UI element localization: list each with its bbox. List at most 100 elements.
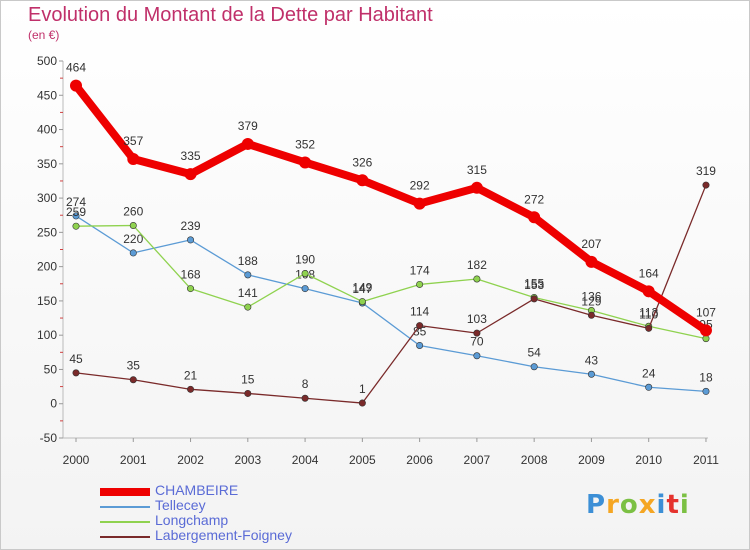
data-point	[645, 324, 653, 332]
data-point	[187, 236, 195, 244]
brand-letter: o	[619, 490, 639, 520]
y-tick-label: 100	[37, 328, 57, 342]
data-point	[645, 383, 653, 391]
data-point	[187, 285, 195, 293]
data-point	[585, 255, 598, 268]
data-label: 182	[467, 258, 487, 272]
legend-swatch	[100, 520, 150, 523]
data-label: 15	[241, 372, 255, 386]
data-label: 149	[352, 281, 372, 295]
data-point	[72, 369, 80, 377]
data-label: 155	[524, 276, 544, 290]
data-point	[244, 389, 252, 397]
series-line	[75, 224, 707, 340]
x-tick-label: 2006	[406, 453, 433, 467]
legend-label: Tellecey	[155, 497, 206, 513]
data-point	[416, 280, 424, 288]
y-tick-label: -50	[40, 431, 58, 445]
x-tick-label: 2003	[234, 453, 261, 467]
data-label: 18	[699, 370, 713, 384]
series-line	[72, 83, 709, 334]
data-label: 352	[295, 137, 315, 151]
brand-letter: P	[586, 490, 607, 520]
y-tick-label: 500	[37, 54, 57, 68]
data-point	[72, 222, 80, 230]
data-label: 315	[467, 163, 487, 177]
x-tick-label: 2004	[292, 453, 319, 467]
data-label: 153	[524, 278, 544, 292]
y-tick-label: 400	[37, 123, 57, 137]
data-label: 8	[302, 377, 309, 391]
y-tick-label: 450	[37, 88, 57, 102]
data-point	[642, 285, 655, 298]
data-point	[530, 363, 538, 371]
data-label: 168	[181, 268, 201, 282]
data-point	[129, 249, 137, 257]
data-label: 319	[696, 164, 716, 178]
series-longchamp: 25926016814119014917418215513611395	[66, 205, 713, 343]
y-tick-label: 150	[37, 294, 57, 308]
data-label: 292	[410, 179, 430, 193]
data-label: 207	[581, 237, 601, 251]
data-label: 272	[524, 192, 544, 206]
y-tick-label: 0	[50, 397, 57, 411]
y-tick-label: 250	[37, 225, 57, 239]
data-point	[301, 285, 309, 293]
legend-swatch	[100, 505, 150, 508]
data-label: 190	[295, 252, 315, 266]
data-label: 107	[696, 305, 716, 319]
y-tick-label: 50	[44, 362, 58, 376]
data-label: 24	[642, 366, 656, 380]
data-point	[187, 385, 195, 393]
series-line	[75, 215, 707, 393]
x-tick-label: 2008	[521, 453, 548, 467]
x-tick-label: 2002	[177, 453, 204, 467]
data-label: 43	[585, 353, 599, 367]
data-point	[416, 341, 424, 349]
legend-label: Labergement-Foigney	[155, 527, 292, 543]
data-point	[127, 153, 140, 166]
data-label: 114	[410, 305, 429, 319]
data-point	[358, 298, 366, 306]
brand-letter: t	[666, 490, 680, 520]
data-label: 35	[127, 359, 141, 373]
data-point	[72, 212, 80, 220]
data-point	[241, 137, 254, 150]
brand-letter: x	[638, 490, 657, 520]
data-label: 274	[66, 195, 86, 209]
data-label: 70	[470, 335, 484, 349]
data-label: 164	[639, 266, 659, 280]
data-point	[473, 275, 481, 283]
series-labergement-foigney: 45 35 21 15 8 1 114 103 153 129 110 319	[69, 164, 716, 407]
brand-letter: i	[679, 490, 690, 520]
brand-letter: i	[656, 490, 667, 520]
data-label: 21	[184, 368, 198, 382]
legend-label: Longchamp	[155, 512, 229, 528]
data-label: 379	[238, 119, 258, 133]
y-tick-label: 350	[37, 157, 57, 171]
data-label: 141	[238, 286, 258, 300]
data-point	[301, 269, 309, 277]
data-point	[244, 303, 252, 311]
x-tick-label: 2000	[63, 453, 90, 467]
data-point	[129, 376, 137, 384]
data-label: 147	[352, 282, 372, 296]
data-label: 1	[359, 382, 366, 396]
data-point	[416, 322, 424, 330]
legend-label: CHAMBEIRE	[155, 482, 239, 498]
legend-swatch	[100, 535, 150, 538]
x-tick-label: 2001	[120, 453, 147, 467]
data-label: 260	[123, 205, 143, 219]
data-point	[358, 399, 366, 407]
y-tick-label: 300	[37, 191, 57, 205]
data-point	[470, 181, 483, 194]
data-point	[473, 352, 481, 360]
data-point	[184, 168, 197, 181]
series-line	[75, 184, 707, 404]
data-label: 54	[527, 346, 541, 360]
data-label: 188	[238, 254, 258, 268]
data-point	[244, 271, 252, 279]
x-tick-label: 2011	[693, 453, 719, 467]
data-point	[473, 329, 481, 337]
